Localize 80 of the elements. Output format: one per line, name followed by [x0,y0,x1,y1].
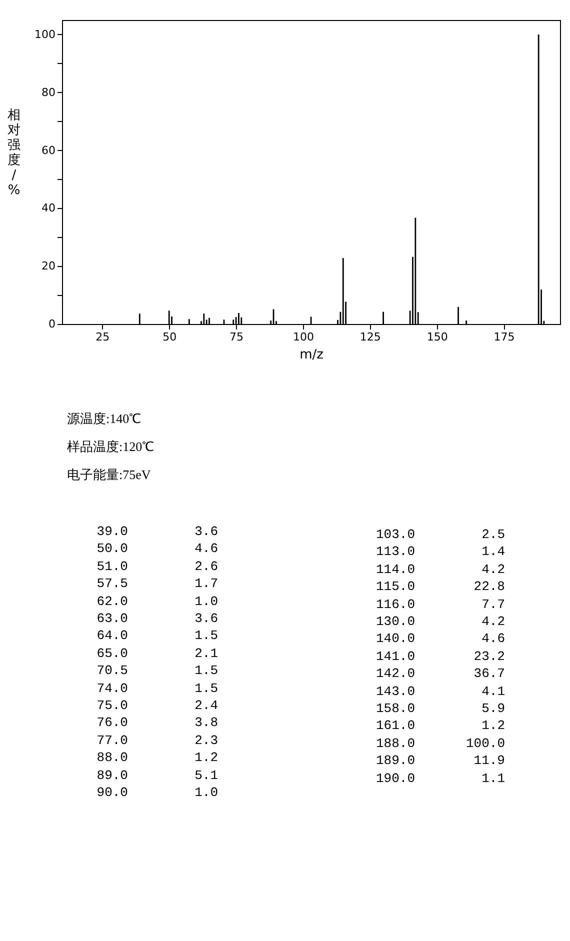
text: 源温度:140℃ [67,410,142,428]
text: 4.2 [482,614,505,629]
text: 36.7 [474,666,505,682]
category-label: 115.0 [374,578,415,596]
category-label: 130.0 [374,613,415,630]
text: 3.6 [194,611,218,626]
text: 1.5 [194,680,218,696]
text: 1.4 [482,544,505,560]
text: 3.6 [194,524,218,539]
text: 4.1 [482,684,505,699]
category-label: 113.0 [374,543,415,560]
category-label: 74.0 [96,680,128,697]
text: 1.2 [482,718,505,734]
text: 4.6 [482,631,505,646]
category-label: 142.0 [374,665,415,682]
category-label: 141.0 [374,648,415,665]
x-tick-label: 50 [162,330,177,344]
text: 样品温度:120℃ [67,438,154,456]
text: 22.8 [474,579,505,594]
category-label: 190.0 [374,770,415,787]
category-label: 158.0 [374,700,415,717]
x-tick-label: 175 [494,330,515,344]
y-tick-label: 20 [42,260,56,273]
text: 7.7 [482,596,505,612]
text: 3.8 [194,715,218,730]
text: 2.4 [194,698,218,713]
text: 1.5 [194,663,218,678]
x-tick-label: 125 [360,330,381,344]
text: 23.2 [474,648,505,664]
category-label: 103.0 [374,526,415,543]
category-label: 64.0 [96,627,128,644]
category-label: 89.0 [96,766,128,784]
text: 100.0 [466,736,505,751]
text: 2.1 [194,646,218,661]
category-label: 116.0 [374,596,415,613]
text: 5.1 [194,768,218,783]
y-tick-label: 0 [48,318,56,330]
category-label: 77.0 [96,732,128,749]
category-label: 189.0 [374,752,415,770]
text: 4.2 [482,562,505,577]
text: 2.3 [194,732,218,748]
category-label: 76.0 [96,714,128,732]
category-label: 90.0 [96,784,128,801]
y-tick-label: 40 [42,202,56,215]
text: 1.2 [194,750,218,766]
y-tick-label: 100 [34,28,56,41]
x-tick-label: 150 [426,330,448,344]
category-label: 161.0 [374,717,415,734]
category-label: 88.0 [96,749,128,766]
text: 1.0 [194,785,218,800]
category-label: 63.0 [96,610,128,627]
y-tick-label: 80 [42,86,56,99]
text: 电子能量:75eV [67,466,151,484]
text: 1.1 [482,770,505,786]
x-axis-title: m/z [300,348,324,362]
category-label: 39.0 [96,523,128,540]
text: 2.5 [482,527,505,542]
y-axis-title: 相对强度/% [6,108,22,198]
category-label: 114.0 [374,560,415,578]
text: 4.6 [194,541,218,556]
x-tick-label: 25 [96,330,110,344]
category-label: 75.0 [96,697,128,714]
category-label: 50.0 [96,540,128,558]
x-tick-label: 75 [230,330,244,344]
text: 5.9 [482,701,505,716]
category-label: 51.0 [96,558,128,575]
category-label: 140.0 [374,630,415,648]
text: 1.7 [194,576,218,592]
x-tick-label: 100 [292,330,314,344]
category-label: 143.0 [374,682,415,700]
category-label: 65.0 [96,644,128,662]
y-tick-label: 60 [42,144,56,157]
text: 2.6 [194,558,218,574]
text: 11.9 [474,753,505,768]
text: 1.5 [194,628,218,644]
category-label: 188.0 [374,734,415,752]
category-label: 62.0 [96,592,128,610]
category-label: 57.5 [96,575,128,592]
text: 1.0 [194,594,218,609]
category-label: 70.5 [96,662,128,680]
